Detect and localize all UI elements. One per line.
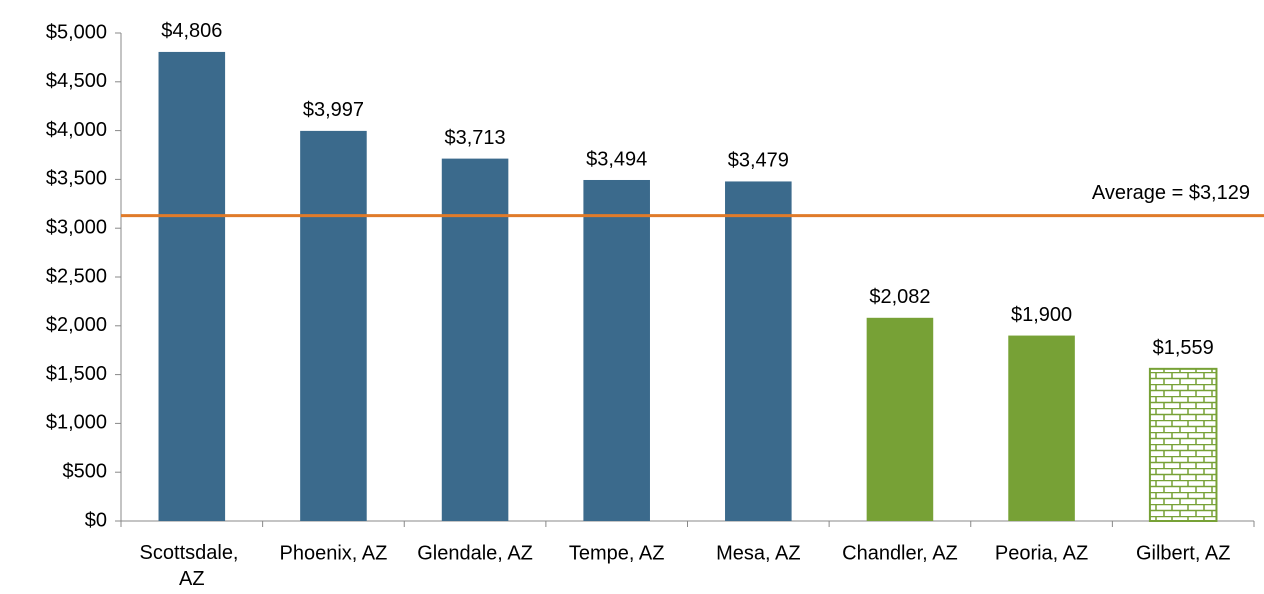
data-label: $3,494	[586, 148, 647, 170]
data-label: $3,997	[303, 99, 364, 121]
bar	[441, 158, 509, 521]
bar	[1008, 335, 1075, 521]
x-tick-label: Phoenix, AZ	[280, 542, 388, 564]
data-label: $1,559	[1153, 337, 1214, 359]
data-label: $1,900	[1011, 304, 1072, 326]
bar	[866, 317, 934, 521]
x-tick-label: Mesa, AZ	[716, 542, 800, 564]
y-tick-label: $3,500	[46, 168, 107, 190]
y-tick-label: $2,000	[46, 314, 107, 336]
average-label: Average = $3,129	[1092, 182, 1250, 204]
x-tick-label: Tempe, AZ	[569, 542, 665, 564]
bar	[158, 51, 226, 522]
bar	[725, 181, 792, 522]
data-label: $4,806	[161, 20, 222, 42]
y-tick-label: $1,000	[46, 412, 107, 434]
y-tick-label: $4,500	[46, 70, 107, 92]
y-tick-label: $3,000	[46, 216, 107, 238]
x-tick-label: Glendale, AZ	[417, 542, 533, 564]
y-tick-label: $0	[85, 509, 107, 531]
data-label: $3,713	[444, 127, 505, 149]
y-tick-label: $5,000	[46, 21, 107, 43]
x-tick-label: Scottsdale, AZ	[140, 542, 245, 590]
x-tick-label: Chandler, AZ	[842, 542, 958, 564]
y-tick-label: $4,000	[46, 119, 107, 141]
y-tick-label: $500	[63, 460, 108, 482]
y-tick-label: $1,500	[46, 363, 107, 385]
x-tick-label: Gilbert, AZ	[1136, 542, 1230, 564]
bar	[1148, 367, 1218, 523]
y-tick-label: $2,500	[46, 265, 107, 287]
x-tick-label: Peoria, AZ	[995, 542, 1088, 564]
data-label: $2,082	[869, 286, 930, 308]
data-label: $3,479	[728, 150, 789, 172]
bar	[300, 130, 367, 521]
bar	[583, 179, 650, 521]
